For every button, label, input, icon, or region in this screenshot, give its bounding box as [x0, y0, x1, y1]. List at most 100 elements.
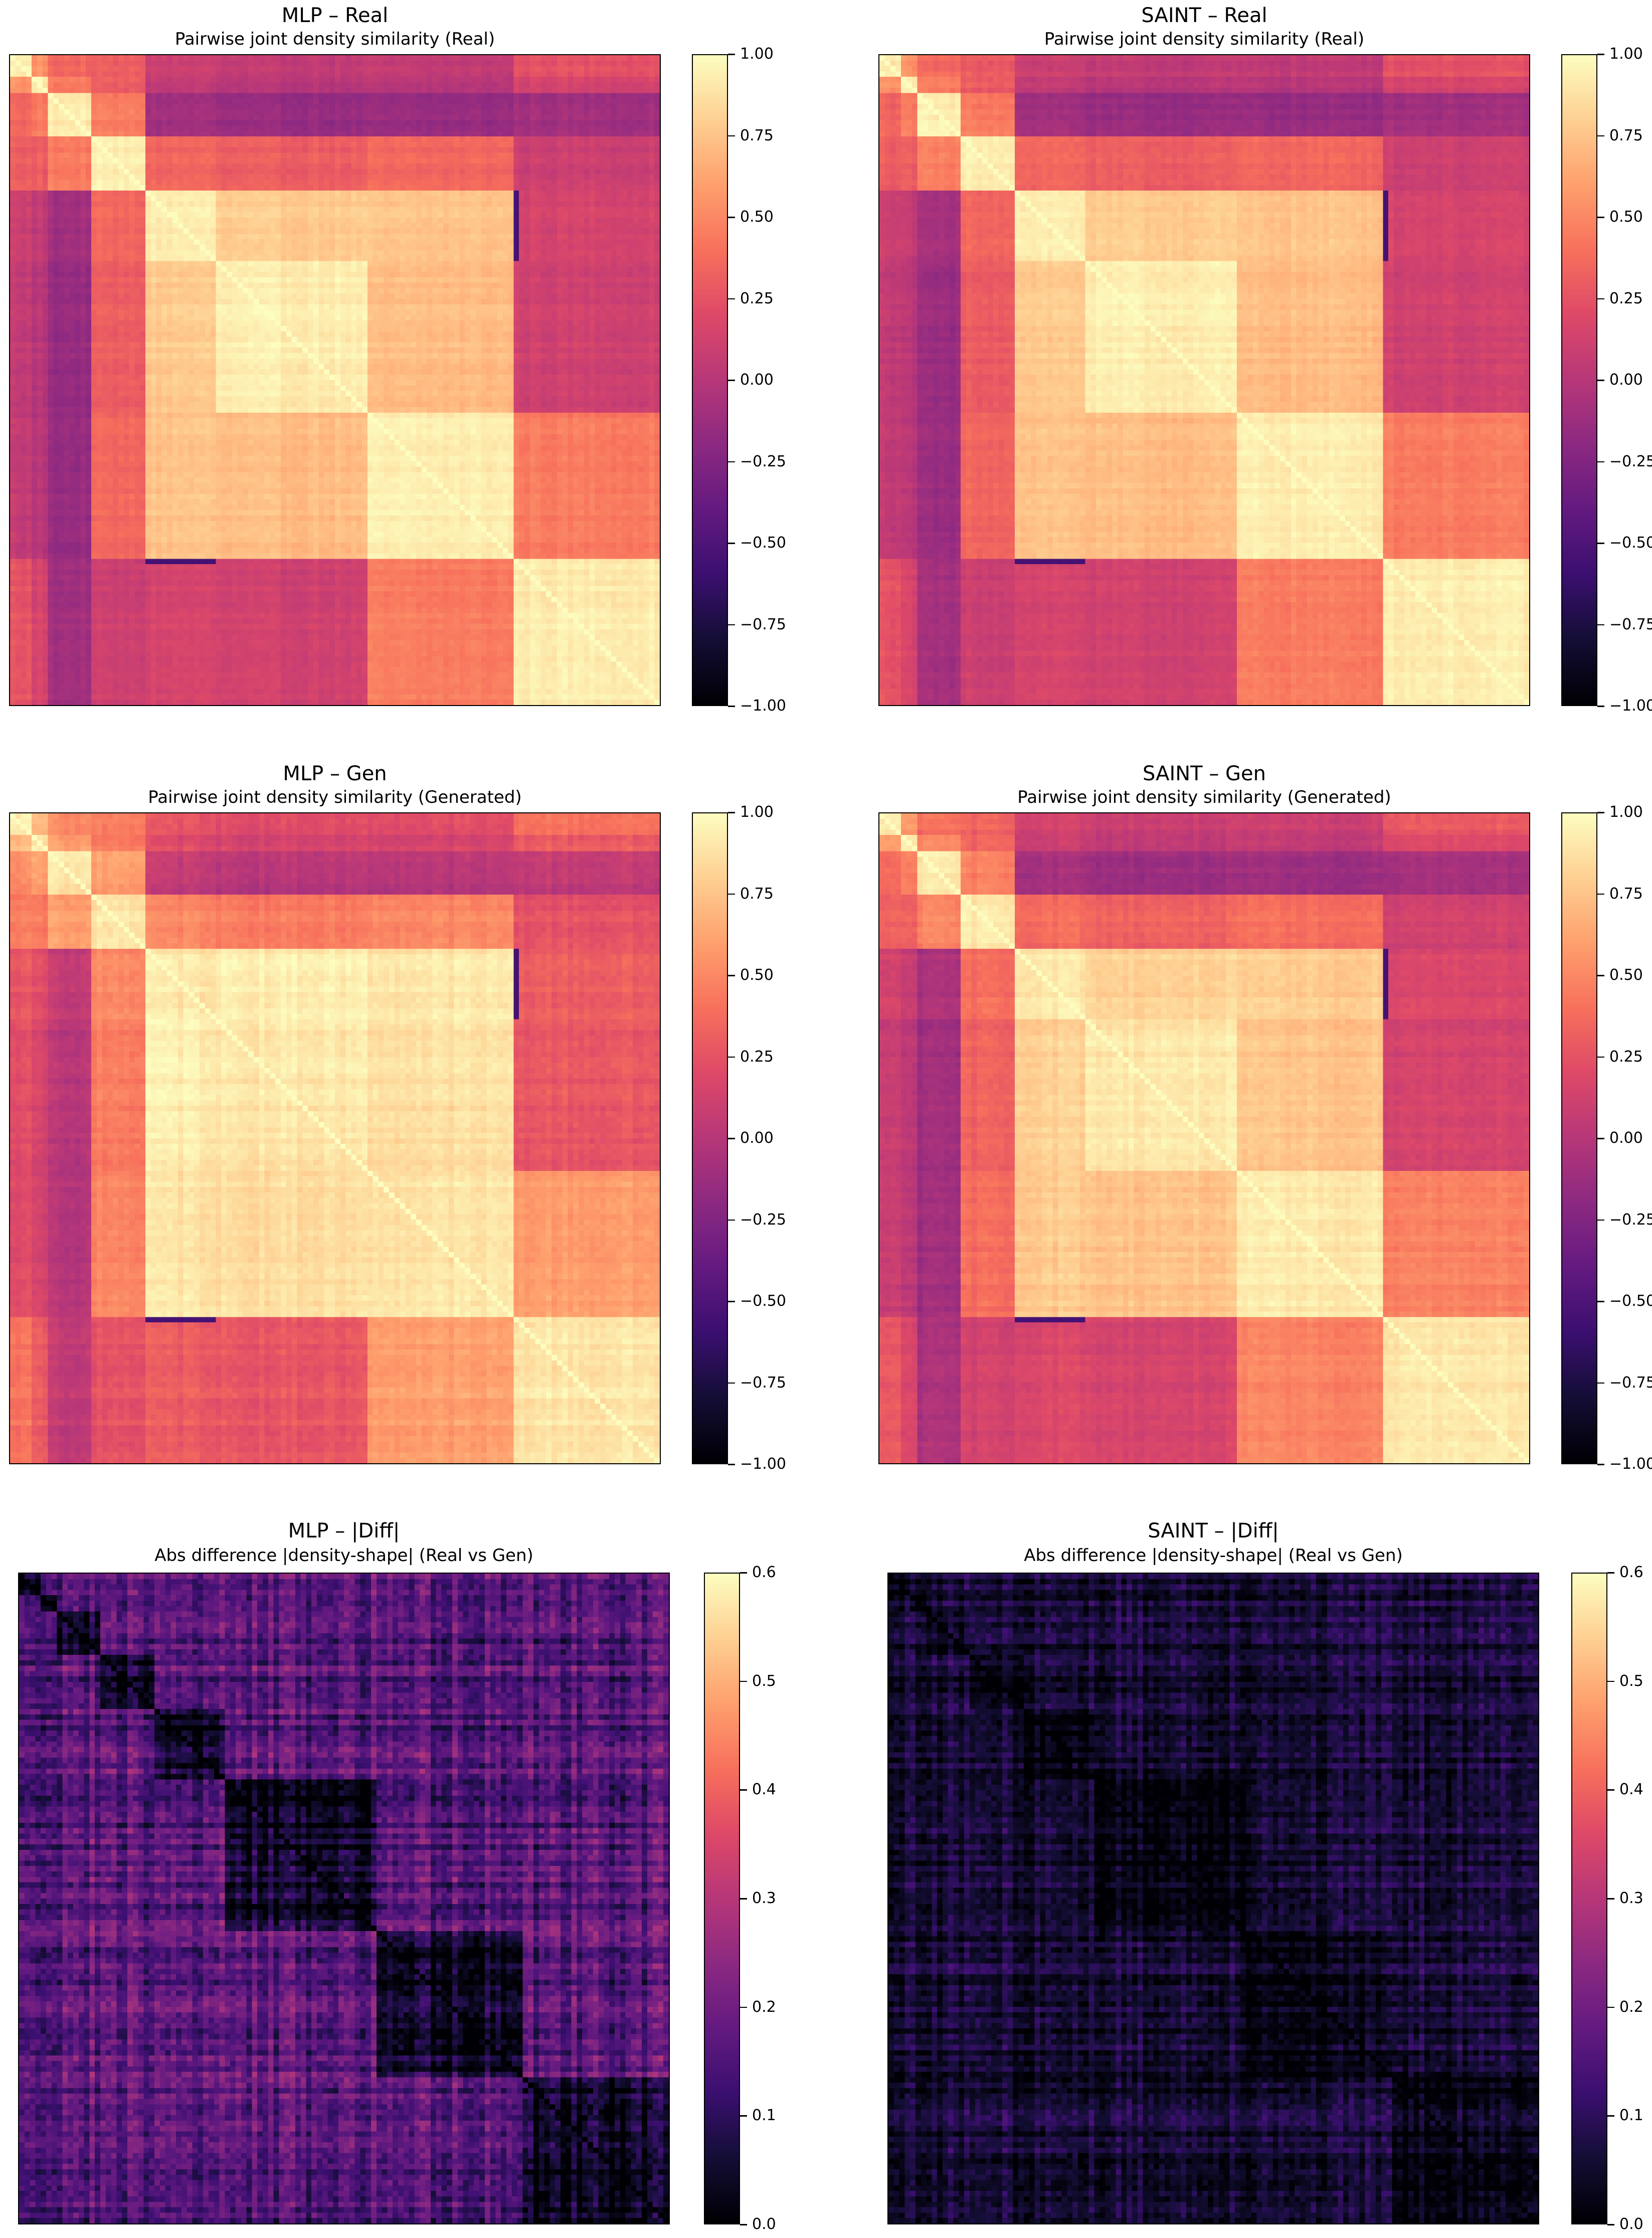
colorbar-tick-mark: [728, 461, 735, 462]
colorbar-tick-mark: [1597, 543, 1604, 544]
colorbar-tick-mark: [728, 298, 735, 299]
colorbar-tick-label: −0.75: [1609, 1373, 1652, 1392]
colorbar-tick-mark: [1607, 2224, 1614, 2225]
colorbar-tick-mark: [728, 1382, 735, 1384]
colorbar-tick-mark: [728, 975, 735, 976]
colorbar-tick-label: 0.0: [1619, 2215, 1643, 2233]
colorbar-tick-label: 0.5: [1619, 1672, 1643, 1690]
colorbar-tick-label: 0.50: [740, 966, 774, 984]
colorbar-tick-label: 0.1: [752, 2107, 776, 2125]
colorbar-tick-label: −0.50: [1609, 534, 1652, 552]
colorbar-tick-mark: [740, 1680, 747, 1682]
colorbar-tick-mark: [728, 217, 735, 218]
colorbar-tick-mark: [728, 1219, 735, 1221]
colorbar-tick-label: 0.2: [1619, 1998, 1643, 2016]
heatmap-plot: [878, 54, 1530, 706]
panel-suptitle: SAINT – Real: [1141, 4, 1267, 27]
colorbar-tick-mark: [728, 543, 735, 544]
colorbar: [692, 812, 728, 1464]
colorbar-tick-label: 0.6: [752, 1564, 776, 1581]
colorbar-tick-label: 0.6: [1619, 1564, 1643, 1581]
colorbar-tick-label: 0.75: [1609, 885, 1643, 903]
colorbar-tick-mark: [1597, 1382, 1604, 1384]
colorbar-tick-label: −0.50: [740, 534, 786, 552]
colorbar-tick-label: 0.2: [752, 1998, 776, 2016]
colorbar-tick-label: 0.75: [740, 126, 774, 144]
colorbar-tick-label: 0.25: [1609, 1048, 1643, 1066]
colorbar-tick-mark: [740, 1572, 747, 1574]
colorbar-tick-mark: [1597, 1464, 1604, 1465]
heatmap-plot: [887, 1573, 1539, 2224]
colorbar-tick-label: 0.25: [740, 1048, 774, 1066]
colorbar-tick-mark: [1607, 2006, 1614, 2008]
heatmap-plot: [18, 1573, 670, 2224]
colorbar-tick-label: 0.4: [752, 1781, 776, 1799]
panel-title: Abs difference |density-shape| (Real vs …: [1024, 1545, 1403, 1566]
colorbar-tick-mark: [728, 1138, 735, 1139]
colorbar-tick-label: −1.00: [740, 1455, 786, 1473]
panel-suptitle: MLP – Real: [281, 4, 389, 27]
panel-title: Pairwise joint density similarity (Gener…: [148, 787, 522, 807]
colorbar-tick-label: 0.50: [1609, 208, 1643, 226]
panel-suptitle: SAINT – Gen: [1142, 762, 1266, 785]
colorbar-tick-label: −0.25: [1609, 1211, 1652, 1229]
colorbar-tick-label: −0.25: [1609, 452, 1652, 470]
colorbar-tick-mark: [728, 893, 735, 895]
colorbar-tick-label: 0.75: [1609, 126, 1643, 144]
colorbar: [1561, 812, 1597, 1464]
panel-title: Pairwise joint density similarity (Real): [174, 29, 495, 49]
colorbar-tick-mark: [740, 2006, 747, 2008]
colorbar-tick-label: 0.00: [1609, 371, 1643, 389]
panel-suptitle: MLP – |Diff|: [288, 1519, 400, 1542]
colorbar-tick-mark: [728, 1464, 735, 1465]
colorbar-tick-mark: [1607, 1572, 1614, 1574]
panel-suptitle: SAINT – |Diff|: [1148, 1519, 1279, 1542]
panel-title: Abs difference |density-shape| (Real vs …: [154, 1545, 533, 1566]
colorbar-tick-label: 0.75: [740, 885, 774, 903]
colorbar-tick-mark: [1607, 1898, 1614, 1900]
colorbar-tick-label: −0.50: [740, 1292, 786, 1310]
colorbar-tick-label: −1.00: [1609, 1455, 1652, 1473]
colorbar-tick-mark: [728, 1056, 735, 1058]
colorbar-tick-label: 0.00: [740, 1129, 774, 1147]
colorbar-tick-mark: [740, 2224, 747, 2225]
colorbar-tick-label: 1.00: [740, 45, 774, 63]
colorbar-tick-mark: [1597, 1056, 1604, 1058]
colorbar-tick-label: 0.1: [1619, 2107, 1643, 2125]
colorbar-tick-label: 0.00: [1609, 1129, 1643, 1147]
colorbar-tick-mark: [728, 706, 735, 707]
colorbar-tick-mark: [728, 380, 735, 381]
colorbar-tick-mark: [728, 1301, 735, 1302]
colorbar-tick-label: 0.25: [1609, 289, 1643, 307]
panel-title: Pairwise joint density similarity (Real): [1044, 29, 1365, 49]
colorbar: [1561, 54, 1597, 706]
colorbar-tick-label: −0.25: [740, 452, 786, 470]
colorbar-tick-label: −1.00: [1609, 697, 1652, 715]
colorbar-tick-mark: [728, 54, 735, 55]
colorbar: [704, 1573, 740, 2224]
colorbar-tick-mark: [1597, 1138, 1604, 1139]
colorbar-tick-label: 0.3: [752, 1889, 776, 1907]
colorbar-tick-label: 0.00: [740, 371, 774, 389]
colorbar-tick-label: 0.50: [740, 208, 774, 226]
colorbar-tick-label: 0.3: [1619, 1889, 1643, 1907]
colorbar-tick-mark: [1597, 1301, 1604, 1302]
colorbar-tick-label: 0.0: [752, 2215, 776, 2233]
colorbar: [692, 54, 728, 706]
colorbar-tick-label: −0.75: [740, 1373, 786, 1392]
colorbar-tick-mark: [728, 624, 735, 625]
colorbar-tick-mark: [1607, 1680, 1614, 1682]
colorbar-tick-mark: [1597, 298, 1604, 299]
colorbar-tick-label: 0.50: [1609, 966, 1643, 984]
colorbar-tick-mark: [1597, 217, 1604, 218]
colorbar-tick-label: 0.25: [740, 289, 774, 307]
colorbar-tick-mark: [1607, 1789, 1614, 1791]
colorbar-tick-label: 0.4: [1619, 1781, 1643, 1799]
colorbar-tick-mark: [740, 2115, 747, 2117]
colorbar-tick-label: 0.5: [752, 1672, 776, 1690]
colorbar-tick-mark: [1597, 624, 1604, 625]
colorbar-tick-mark: [1597, 893, 1604, 895]
heatmap-plot: [878, 812, 1530, 1464]
heatmap-plot: [9, 812, 661, 1464]
colorbar-tick-mark: [1597, 706, 1604, 707]
